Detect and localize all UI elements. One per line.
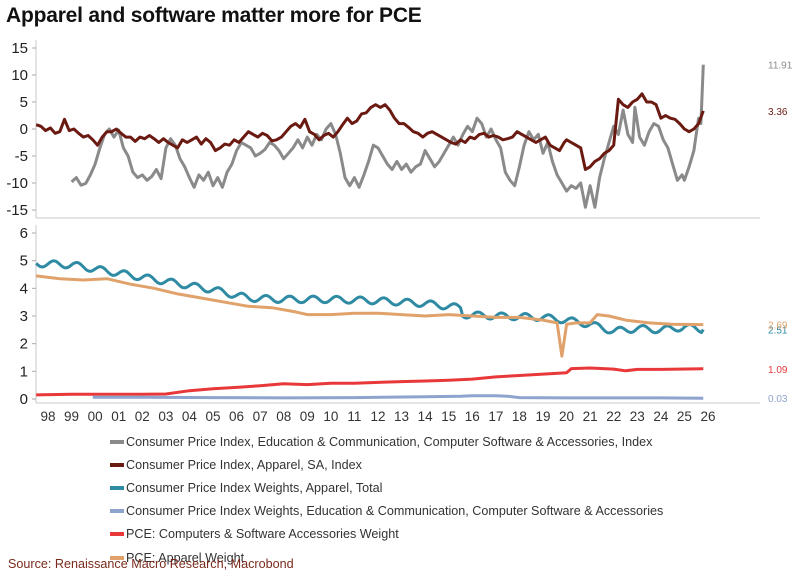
x-tick-label: 21 [583, 409, 598, 424]
y-tick-label: 0 [20, 391, 28, 408]
legend-item: Consumer Price Index Weights, Apparel, T… [110, 476, 663, 499]
series-end-label: 2.69 [768, 321, 788, 332]
y-tick-label: 6 [20, 225, 28, 242]
series-line [70, 64, 705, 209]
series-end-label: 2.51 [768, 326, 788, 337]
legend-item: PCE: Apparel Weight [110, 546, 663, 569]
series-end-label: 3.36 [768, 107, 788, 118]
y-tick-label: 10 [11, 67, 28, 84]
y-tick-label: 15 [11, 40, 28, 57]
top-panel: 15 10 5 0 -5 -10 -15 11.91 3.36 [6, 40, 793, 219]
x-tick-label: 20 [559, 409, 574, 424]
x-axis: 98 99 00 01 02 03 04 05 06 07 08 09 10 11 12 13 14 15 16 17… [40, 409, 715, 424]
x-tick-label: 02 [135, 409, 150, 424]
y-tick-label: 5 [20, 253, 28, 270]
series-line [36, 366, 704, 397]
x-tick-label: 19 [535, 409, 550, 424]
y-tick-label: 2 [20, 336, 28, 353]
x-tick-label: 04 [182, 409, 198, 424]
x-tick-label: 14 [418, 409, 434, 424]
x-tick-label: 13 [394, 409, 409, 424]
x-tick-label: 26 [700, 409, 715, 424]
y-tick-label: 5 [20, 94, 28, 111]
legend-label: Consumer Price Index Weights, Education … [126, 504, 664, 519]
x-tick-label: 15 [441, 409, 456, 424]
legend-item: PCE: Computers & Software Accessories We… [110, 523, 663, 546]
y-tick-label: -10 [6, 175, 28, 192]
x-tick-label: 24 [653, 409, 669, 424]
legend-swatch [110, 485, 124, 490]
x-tick-label: 16 [465, 409, 480, 424]
series-line [36, 274, 704, 358]
x-tick-label: 12 [370, 409, 385, 424]
chart-title: Apparel and software matter more for PCE [6, 4, 422, 27]
x-tick-label: 10 [323, 409, 338, 424]
legend-swatch [110, 532, 124, 537]
legend-label: PCE: Computers & Software Accessories We… [126, 527, 399, 542]
y-tick-label: -5 [15, 148, 28, 165]
legend-swatch [110, 439, 124, 444]
legend-label: Consumer Price Index Weights, Apparel, T… [126, 480, 383, 495]
series-end-label: 1.09 [768, 365, 788, 376]
x-tick-label: 08 [276, 409, 291, 424]
x-tick-label: 23 [630, 409, 645, 424]
legend-label: Consumer Price Index, Education & Commun… [126, 434, 653, 449]
x-tick-label: 18 [512, 409, 527, 424]
x-tick-label: 11 [347, 409, 361, 424]
x-tick-label: 01 [111, 409, 126, 424]
legend-swatch [110, 555, 124, 560]
legend-item: Consumer Price Index Weights, Education … [110, 500, 663, 523]
y-tick-label: 1 [20, 363, 28, 380]
legend-swatch [110, 462, 124, 467]
source-note: Source: Renaissance Macro Research, Macr… [8, 557, 294, 571]
y-tick-label: 3 [20, 308, 28, 325]
y-tick-label: 0 [20, 121, 28, 138]
x-tick-label: 09 [300, 409, 315, 424]
series-end-label: 0.03 [768, 394, 788, 405]
series-line [35, 259, 705, 335]
x-tick-label: 99 [64, 409, 79, 424]
x-tick-label: 06 [229, 409, 244, 424]
series-line [35, 92, 705, 171]
bottom-panel: 6 5 4 3 2 1 0 2.512.69 1.09 0.03 [20, 225, 788, 408]
x-tick-label: 07 [253, 409, 268, 424]
x-tick-label: 05 [205, 409, 220, 424]
legend: Consumer Price Index, Education & Commun… [110, 430, 663, 569]
series-line [92, 394, 704, 400]
legend-label: Consumer Price Index, Apparel, SA, Index [126, 457, 362, 472]
x-tick-label: 00 [88, 409, 103, 424]
legend-swatch [110, 509, 124, 514]
legend-label: PCE: Apparel Weight [126, 550, 245, 565]
y-tick-label: 4 [20, 280, 28, 297]
y-tick-label: -15 [6, 202, 28, 219]
legend-item: Consumer Price Index, Education & Commun… [110, 430, 663, 453]
x-tick-label: 98 [40, 409, 55, 424]
x-tick-label: 25 [677, 409, 692, 424]
legend-item: Consumer Price Index, Apparel, SA, Index [110, 453, 663, 476]
x-tick-label: 22 [606, 409, 621, 424]
x-tick-label: 03 [158, 409, 173, 424]
series-end-label: 11.91 [768, 61, 793, 72]
x-tick-label: 17 [488, 409, 503, 424]
